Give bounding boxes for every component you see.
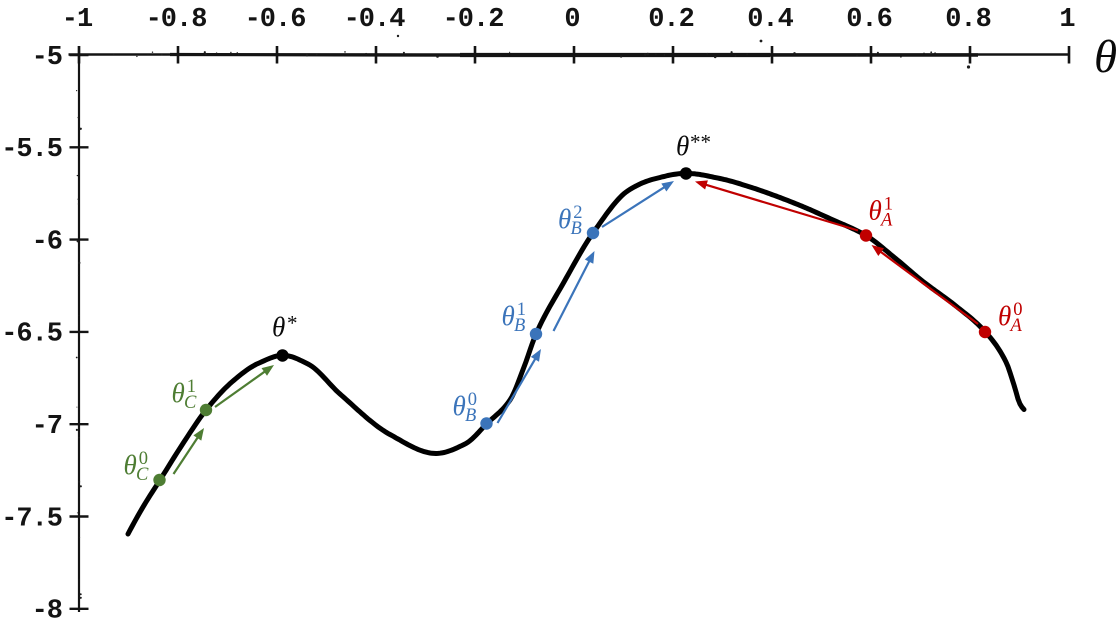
svg-text:0: 0 bbox=[564, 5, 579, 35]
svg-text:-0.6: -0.6 bbox=[245, 5, 306, 35]
svg-text:0.4: 0.4 bbox=[747, 5, 793, 35]
svg-text:θ: θ bbox=[676, 131, 689, 161]
svg-text:-5: -5 bbox=[32, 43, 62, 73]
svg-text:-0.4: -0.4 bbox=[344, 5, 406, 35]
svg-text:A: A bbox=[879, 211, 893, 231]
svg-text:θ: θ bbox=[502, 301, 515, 331]
svg-text:-5.5: -5.5 bbox=[1, 135, 62, 165]
svg-text:1: 1 bbox=[517, 300, 526, 320]
svg-text:0: 0 bbox=[1013, 300, 1022, 320]
svg-text:B: B bbox=[514, 316, 525, 336]
svg-text:1: 1 bbox=[884, 195, 893, 215]
svg-text:C: C bbox=[184, 393, 197, 413]
svg-text:0.8: 0.8 bbox=[945, 5, 991, 35]
svg-text:-6: -6 bbox=[32, 227, 62, 257]
svg-text:-1: -1 bbox=[62, 5, 93, 35]
svg-text:C: C bbox=[136, 465, 149, 485]
svg-text:θ: θ bbox=[172, 378, 185, 408]
svg-text:θ: θ bbox=[558, 204, 571, 234]
svg-text:0.2: 0.2 bbox=[648, 5, 694, 35]
svg-text:B: B bbox=[465, 406, 476, 426]
svg-text:0: 0 bbox=[468, 390, 477, 410]
svg-text:B: B bbox=[571, 219, 582, 239]
svg-text:-7.5: -7.5 bbox=[1, 504, 62, 534]
svg-text:0.6: 0.6 bbox=[846, 5, 892, 35]
svg-text:θ: θ bbox=[453, 391, 466, 421]
svg-text:1: 1 bbox=[187, 377, 196, 397]
svg-text:-7: -7 bbox=[32, 412, 62, 442]
svg-text:θ: θ bbox=[869, 196, 882, 226]
svg-text:A: A bbox=[1009, 316, 1023, 336]
svg-text:2: 2 bbox=[573, 203, 582, 223]
svg-text:-6.5: -6.5 bbox=[1, 320, 62, 350]
svg-text:θ: θ bbox=[1094, 31, 1116, 83]
svg-text:θ: θ bbox=[998, 301, 1011, 331]
svg-text:1: 1 bbox=[1059, 5, 1075, 35]
svg-text:-8: -8 bbox=[32, 597, 62, 624]
svg-text:**: ** bbox=[690, 130, 711, 154]
svg-text:*: * bbox=[287, 311, 298, 335]
svg-text:0: 0 bbox=[139, 449, 148, 469]
svg-text:θ: θ bbox=[272, 312, 285, 342]
svg-text:-0.2: -0.2 bbox=[443, 5, 504, 35]
svg-text:θ: θ bbox=[124, 450, 137, 480]
svg-text:-0.8: -0.8 bbox=[146, 5, 207, 35]
